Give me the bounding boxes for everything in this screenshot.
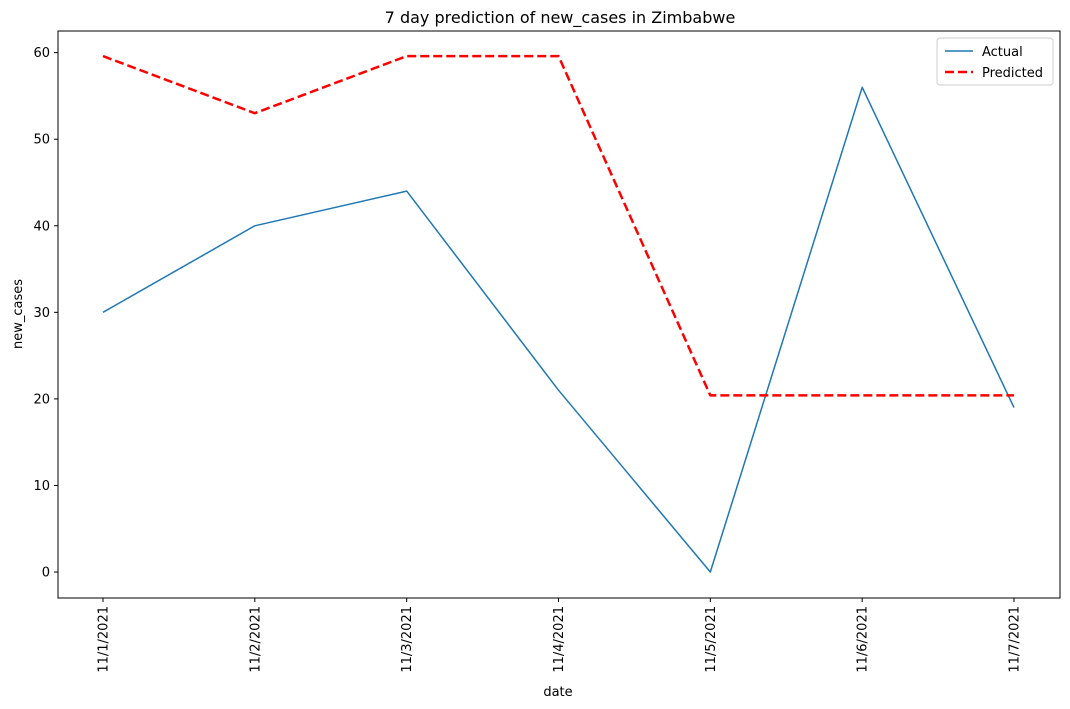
x-tick-label: 11/5/2021	[704, 606, 719, 673]
legend-actual-label: Actual	[982, 45, 1023, 60]
y-tick-label: 40	[33, 219, 50, 234]
x-tick-label: 11/3/2021	[400, 606, 415, 673]
y-tick-label: 30	[33, 306, 50, 321]
legend-predicted-label: Predicted	[982, 66, 1043, 81]
y-tick-label: 10	[33, 479, 50, 494]
x-tick-label: 11/6/2021	[856, 606, 871, 673]
legend: Actual Predicted	[936, 37, 1054, 86]
x-tick-label: 11/4/2021	[552, 606, 567, 673]
x-tick-label: 11/1/2021	[97, 606, 112, 673]
y-tick-label: 60	[33, 46, 50, 61]
series-layer	[102, 54, 1015, 573]
y-tick-label: 0	[42, 566, 50, 581]
chart-title: 7 day prediction of new_cases in Zimbabw…	[385, 8, 736, 28]
series-line-actual	[102, 86, 1015, 573]
x-tick-label: 11/7/2021	[1008, 606, 1023, 673]
y-axis-ticks: 0 10 20 30 40 50 60	[33, 46, 58, 581]
y-tick-label: 20	[33, 392, 50, 407]
x-axis-ticks: 11/1/2021 11/2/2021 11/3/2021 11/4/2021 11/5…	[97, 598, 1023, 673]
plot-frame	[57, 30, 1061, 599]
series-line-predicted	[102, 54, 1014, 397]
x-tick-label: 11/2/2021	[248, 606, 263, 673]
x-axis-label: date	[543, 685, 572, 700]
y-axis-label: new_cases	[11, 279, 26, 349]
y-tick-label: 50	[33, 133, 50, 148]
